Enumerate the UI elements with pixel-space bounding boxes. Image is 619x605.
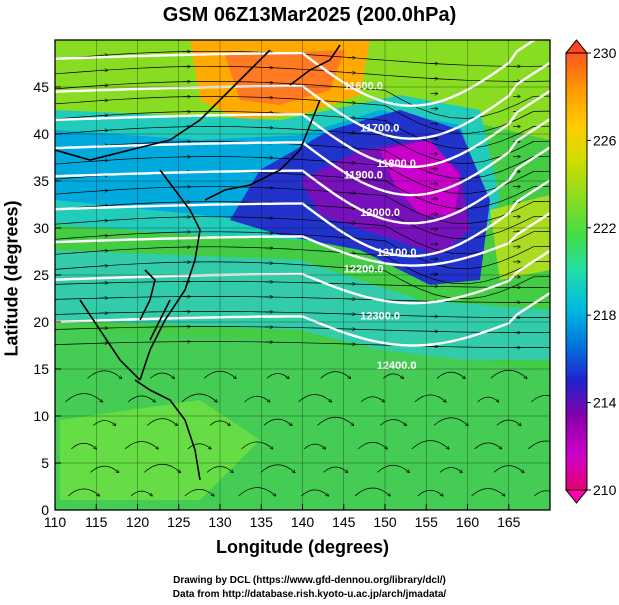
x-tick-label: 135	[250, 514, 274, 530]
colorbar-label: 222	[593, 220, 617, 236]
x-tick-label: 120	[126, 514, 150, 530]
streamline-swirl	[150, 372, 174, 378]
streamline-swirl	[301, 489, 328, 496]
y-tick-label: 40	[33, 126, 49, 142]
streamline-swirl	[144, 463, 180, 472]
colorbar-label: 214	[593, 395, 617, 411]
streamline-swirl	[87, 370, 122, 379]
streamline-swirl	[298, 394, 331, 401]
streamline-swirl	[531, 395, 550, 403]
streamline-swirl	[354, 487, 390, 496]
y-tick-label: 25	[33, 267, 49, 283]
credit-drawing: Drawing by DCL (https://www.gfd-dennou.o…	[173, 575, 446, 586]
contour-label: 12100.0	[377, 247, 417, 259]
streamline-swirl	[260, 464, 295, 473]
contour-label: 12400.0	[377, 360, 417, 372]
streamline-swirl	[414, 394, 446, 402]
y-tick-label: 0	[41, 502, 49, 518]
streamline-swirl	[317, 416, 354, 425]
streamline-swirl	[181, 393, 217, 402]
streamline-swirl	[439, 467, 462, 472]
x-tick-label: 150	[373, 514, 397, 530]
streamline-swirl	[184, 489, 214, 496]
colorbar-label: 226	[593, 132, 617, 148]
x-tick-label: 160	[456, 514, 480, 530]
streamline-swirl	[534, 490, 550, 497]
streamline-swirl	[471, 488, 505, 495]
x-tick-label: 130	[208, 514, 232, 530]
y-tick-label: 5	[41, 455, 49, 471]
contour-label: 12300.0	[360, 311, 400, 323]
grid-lines	[54, 40, 550, 511]
contour-label: 12000.0	[360, 207, 400, 219]
streamline-swirl	[377, 464, 409, 472]
streamline-swirl	[357, 442, 387, 449]
streamline-swirl	[417, 489, 443, 496]
streamline-swirl	[124, 441, 158, 448]
streamline-swirl	[71, 442, 96, 449]
y-axis-ticks: 0 5 10 15 20 25 30 35 40 45	[33, 79, 61, 518]
contour-label: 12200.0	[344, 264, 384, 276]
streamline-swirl	[93, 420, 116, 425]
streamline-swirl	[187, 443, 211, 449]
streamline-swirl	[380, 419, 406, 426]
streamline-swirl	[474, 442, 502, 449]
coastlines	[55, 44, 341, 481]
streamline-swirl	[433, 417, 468, 426]
streamline-swirl	[147, 418, 177, 426]
streamline-swirl	[244, 395, 270, 402]
colorbar-gradient	[565, 52, 588, 491]
streamline-swirl	[360, 396, 384, 402]
x-tick-label: 145	[332, 514, 356, 530]
streamline-swirl	[528, 440, 550, 450]
streamline-swirl	[477, 396, 499, 402]
colorbar: 230 226 222 218 214 210	[564, 39, 617, 504]
streamline-swirl	[323, 466, 348, 472]
contour-label: 11600.0	[344, 80, 383, 92]
y-tick-label: 30	[33, 220, 49, 236]
colorbar-label: 210	[593, 482, 617, 498]
streamline-swirl	[320, 371, 351, 379]
x-axis-label: Longitude (degrees)	[215, 537, 389, 557]
streamline-swirl	[68, 488, 99, 496]
x-tick-label: 140	[291, 514, 315, 530]
x-tick-label: 165	[497, 514, 521, 530]
y-tick-label: 20	[33, 314, 49, 330]
colorbar-label: 218	[593, 307, 617, 323]
streamline-swirl	[436, 371, 465, 378]
streamline-swirl	[263, 418, 292, 425]
x-tick-label: 115	[85, 514, 108, 530]
x-tick-label: 125	[167, 514, 191, 530]
streamline-swirl	[90, 465, 119, 472]
contour-label: 11900.0	[344, 170, 383, 182]
y-tick-label: 15	[33, 361, 49, 377]
x-tick-label: 110	[44, 514, 67, 530]
contour-label: 11800.0	[377, 158, 416, 170]
colorbar-max-arrow	[564, 39, 589, 54]
streamline-swirl	[130, 490, 152, 496]
credit-data: Data from http://database.rish.kyoto-u.a…	[172, 589, 447, 600]
y-axis-label: Latitude (degrees)	[1, 200, 22, 357]
x-tick-label: 155	[415, 514, 439, 530]
contour-label: 11700.0	[360, 123, 399, 135]
colorbar-label: 230	[593, 45, 617, 61]
streamline-swirl	[411, 440, 449, 449]
streamline-swirl	[238, 487, 276, 496]
streamline-swirl	[304, 443, 325, 449]
colorbar-min-arrow	[564, 489, 589, 504]
streamline-swirl	[65, 393, 102, 402]
y-tick-label: 10	[33, 408, 49, 424]
x-axis-ticks: 110 115 120 125 130 135 140 145 150 155 160 165	[44, 504, 521, 530]
plot-title: GSM 06Z13Mar2025 (200.0hPa)	[162, 4, 457, 26]
streamline-swirl	[266, 373, 289, 378]
streamline-swirl	[127, 395, 155, 402]
y-tick-label: 45	[33, 79, 49, 95]
y-tick-label: 35	[33, 173, 49, 189]
streamline-swirl	[241, 441, 273, 449]
